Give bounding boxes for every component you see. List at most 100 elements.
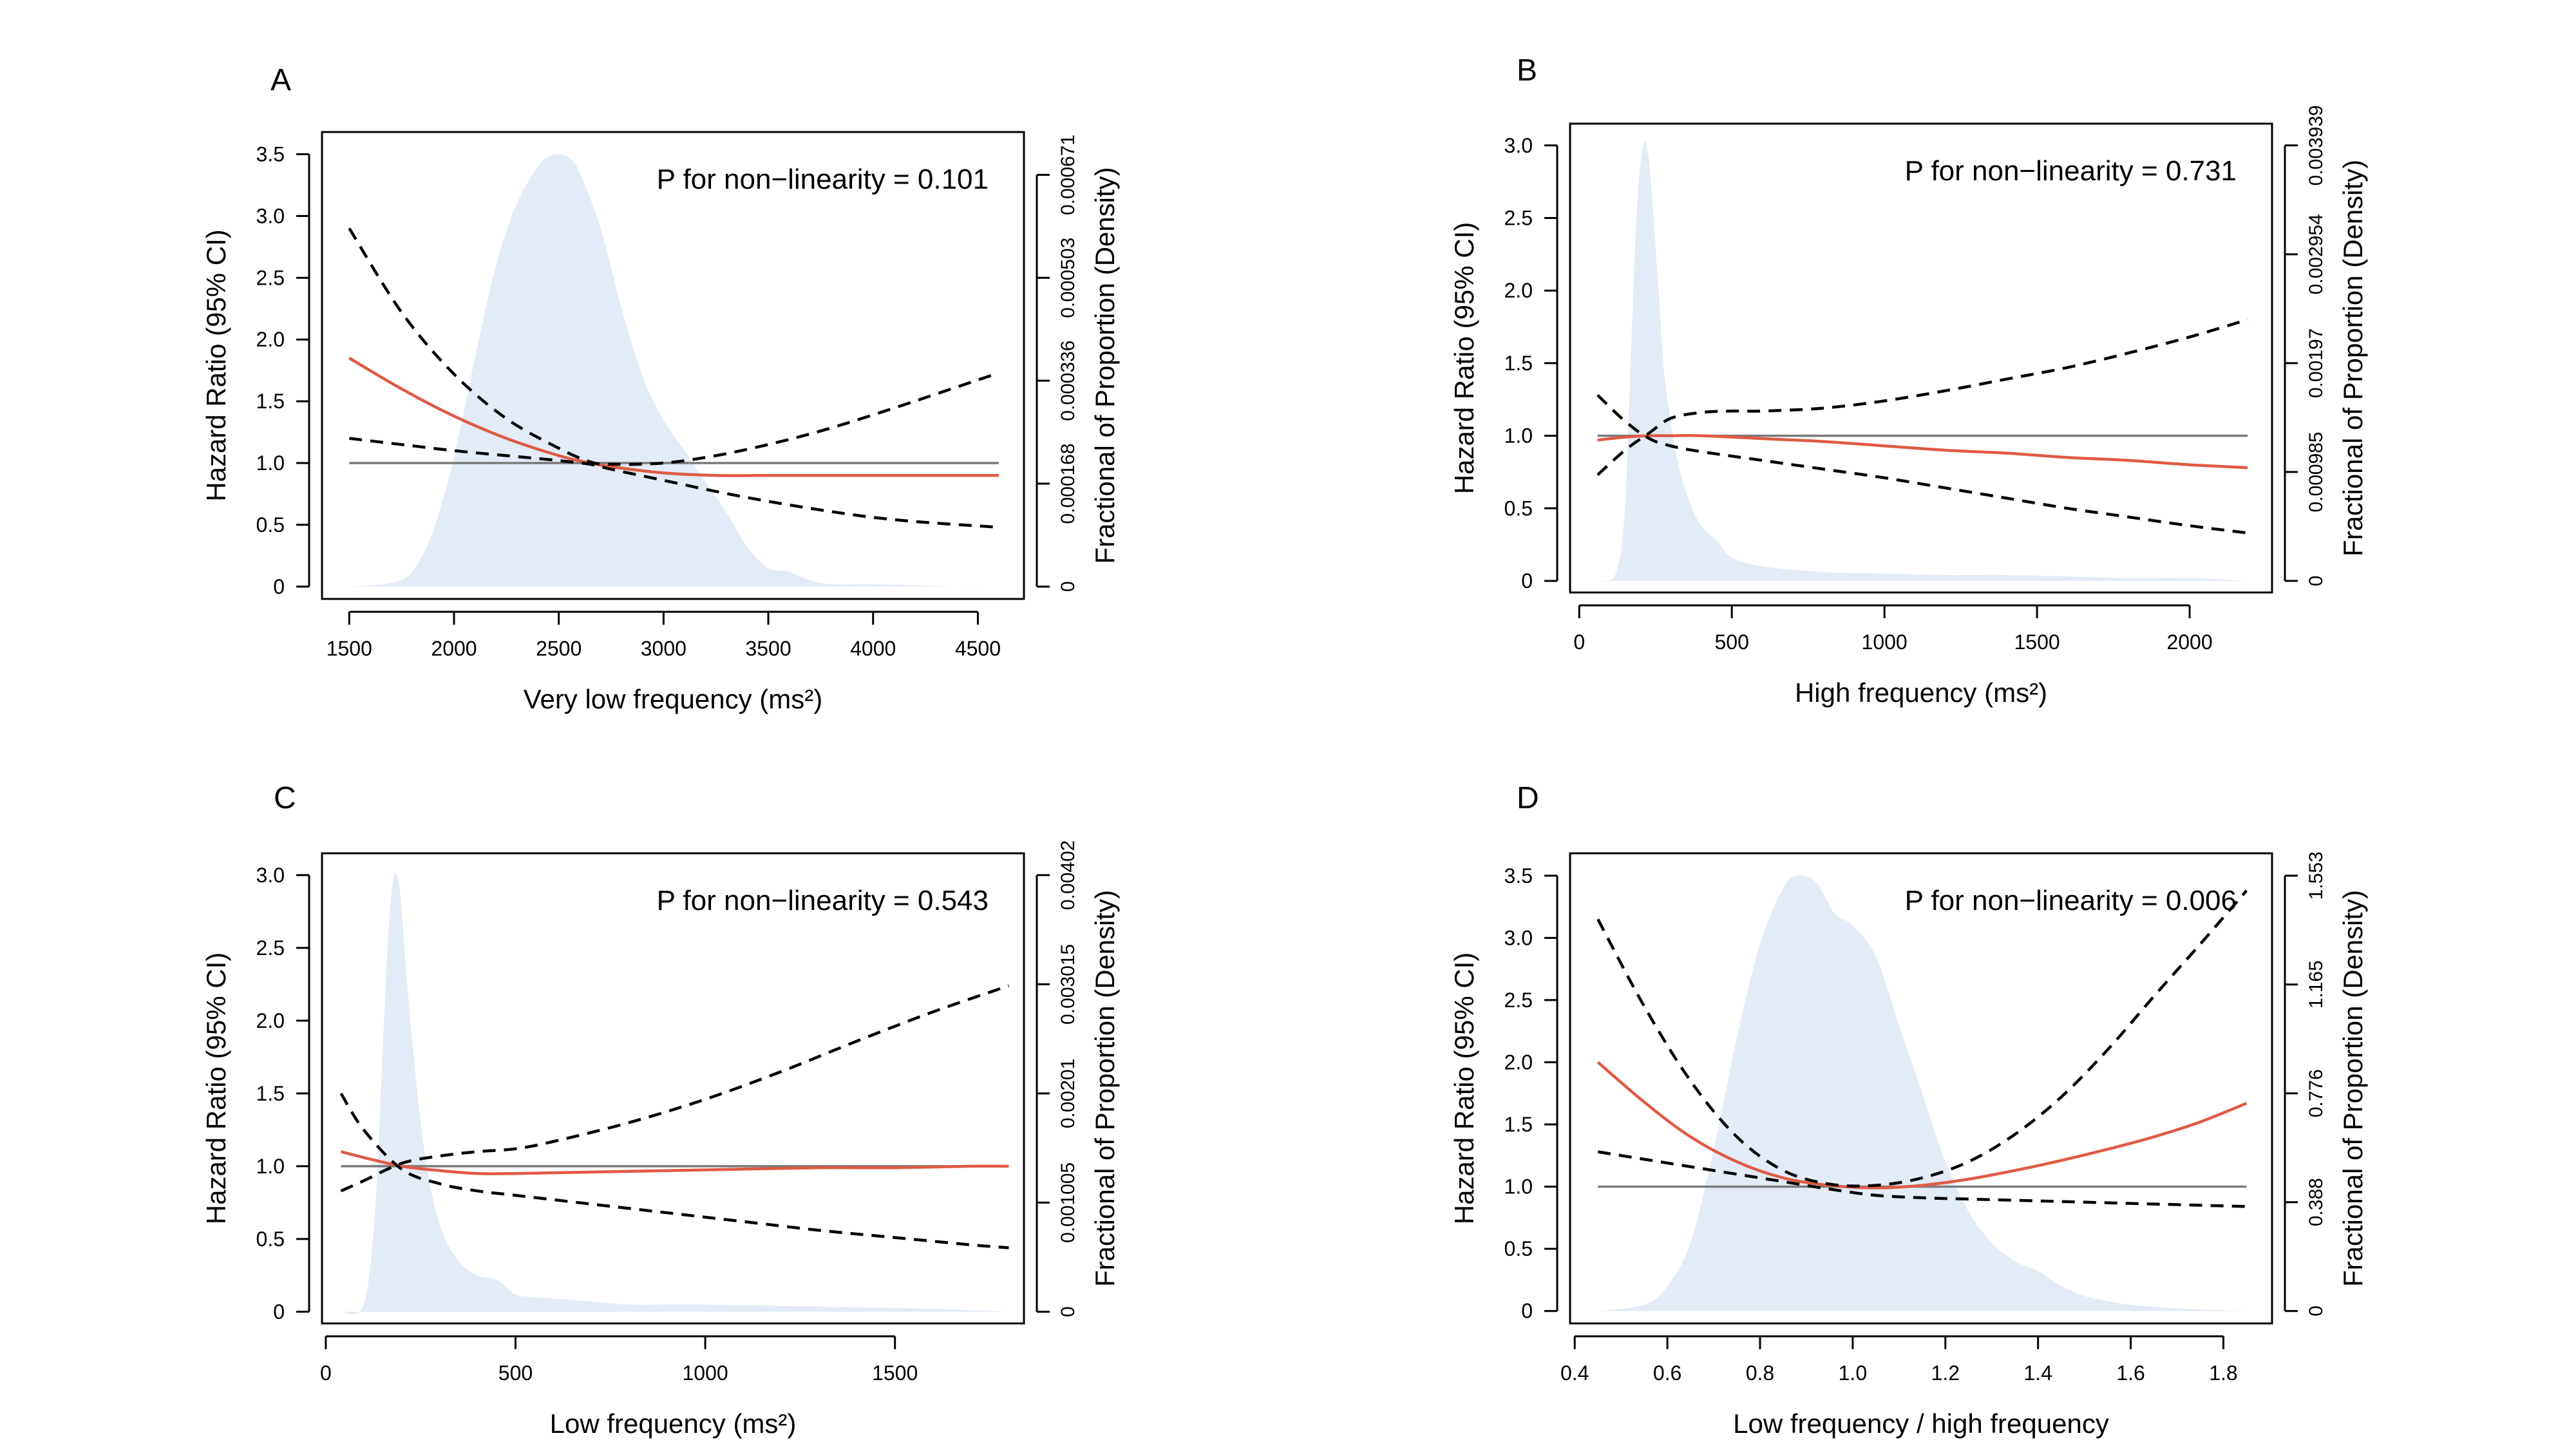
hazard-ratio-line <box>348 357 999 477</box>
upper-ci-line <box>1596 318 2248 477</box>
x-tick-label: 1.0 <box>1839 1361 1867 1385</box>
y-tick-label: 0 <box>273 1300 285 1323</box>
y-tick-label: 0.5 <box>1504 1237 1533 1260</box>
plot-frame <box>321 852 1025 1325</box>
density-area <box>1597 141 2248 582</box>
chart-panel-c: C P for non−linearity = 0.543 0 500 1000 1500… <box>201 781 1120 1439</box>
y-tick-label: 0 <box>1521 569 1533 592</box>
right-tick-label: 0 <box>2306 1305 2327 1316</box>
right-tick-label: 0.00197 <box>2306 328 2327 398</box>
right-tick-label: 0.00402 <box>1057 840 1079 910</box>
x-axis: 0 500 1000 1500 Low frequency (ms²) <box>320 1335 918 1439</box>
density-area <box>341 872 1009 1314</box>
y-tick-label: 3.0 <box>256 864 285 887</box>
right-tick-label: 0 <box>2306 576 2327 587</box>
density-area <box>349 154 999 587</box>
y-axis-title-left: Hazard Ratio (95% CI) <box>201 229 231 501</box>
x-tick-label: 4000 <box>850 637 896 660</box>
y-tick-label: 0 <box>273 575 285 598</box>
lower-ci-line <box>1596 393 2248 535</box>
right-tick-label: 1.165 <box>2306 960 2327 1009</box>
right-tick-label: 0.388 <box>2306 1178 2327 1226</box>
x-axis: 0.4 0.6 0.8 1.0 1.2 1.4 1.6 1.8 Low frequency / … <box>1560 1335 2238 1439</box>
y-axis-title-right: Fractional of Proportion (Density) <box>1090 890 1120 1287</box>
y-axis-left: 0 0.5 1.0 1.5 2.0 2.5 3.0 3.5 Hazard Ratio (95% … <box>201 143 310 598</box>
upper-ci-line <box>348 227 999 466</box>
y-axis-right: 0 0.000985 0.00197 0.002954 0.003939 Fraction… <box>2284 105 2368 587</box>
right-tick-label: 0.003939 <box>2306 105 2327 185</box>
right-tick-label: 0.003015 <box>1057 944 1079 1025</box>
plot-area <box>348 154 999 587</box>
y-axis-right: 0 0.000168 0.000336 0.000503 0.000671 Fractio… <box>1036 135 1120 592</box>
plot-frame <box>1569 122 2273 594</box>
y-tick-label: 2.0 <box>1504 1050 1533 1074</box>
x-tick-label: 1500 <box>872 1361 918 1385</box>
y-axis-left: 0 0.5 1.0 1.5 2.0 2.5 3.0 3.5 Hazard Ratio (95% … <box>1449 864 1558 1323</box>
x-tick-label: 0 <box>1573 630 1585 654</box>
y-axis-left: 0 0.5 1.0 1.5 2.0 2.5 3.0 Hazard Ratio (95% CI) <box>201 864 310 1323</box>
x-tick-label: 1500 <box>2014 630 2060 654</box>
hazard-ratio-line <box>1596 1061 2248 1189</box>
non-linearity-annotation: P for non−linearity = 0.543 <box>657 885 989 916</box>
non-linearity-annotation: P for non−linearity = 0.101 <box>657 164 989 195</box>
x-tick-label: 0 <box>320 1361 332 1385</box>
y-tick-label: 3.0 <box>1504 134 1533 157</box>
y-tick-label: 1.5 <box>256 1082 285 1105</box>
lower-ci-line <box>1597 1150 2247 1208</box>
y-tick-label: 0.5 <box>256 513 285 536</box>
hazard-ratio-line <box>340 1150 1009 1175</box>
right-tick-label: 0.00201 <box>1057 1059 1079 1128</box>
hazard-ratio-line <box>1597 433 2248 469</box>
y-tick-label: 1.0 <box>256 1155 285 1178</box>
right-tick-label: 0 <box>1057 1307 1079 1318</box>
x-axis-title: Low frequency (ms²) <box>550 1408 797 1439</box>
y-tick-label: 0.5 <box>256 1227 285 1251</box>
y-tick-label: 1.5 <box>1504 352 1533 375</box>
y-tick-label: 0.5 <box>1504 497 1533 520</box>
x-tick-label: 0.8 <box>1746 1361 1774 1385</box>
plot-frame <box>1569 852 2273 1325</box>
chart-panel-d: D P for non−linearity = 0.006 0.4 0.6 0.8 1.0… <box>1449 781 2368 1439</box>
y-tick-label: 2.5 <box>256 936 285 960</box>
panel-label: C <box>274 781 296 815</box>
x-tick-label: 3000 <box>641 637 687 660</box>
x-tick-label: 2500 <box>536 637 582 660</box>
lower-ci-line <box>349 437 999 529</box>
x-tick-label: 1000 <box>1862 630 1908 654</box>
right-tick-label: 0.000985 <box>2306 431 2327 512</box>
plot-area <box>1596 141 2248 582</box>
panel-label: B <box>1517 53 1537 88</box>
y-tick-label: 1.0 <box>256 451 285 475</box>
y-axis-title-right: Fractional of Proportion (Density) <box>1090 167 1120 564</box>
x-axis-title: Very low frequency (ms²) <box>524 684 822 714</box>
y-tick-label: 2.5 <box>1504 207 1533 230</box>
right-tick-label: 1.553 <box>2306 851 2327 900</box>
x-tick-label: 1.6 <box>2116 1361 2145 1385</box>
right-tick-label: 0 <box>1057 581 1079 592</box>
y-tick-label: 0 <box>1521 1300 1533 1323</box>
y-tick-label: 2.0 <box>256 1009 285 1032</box>
y-tick-label: 3.0 <box>1504 926 1533 949</box>
chart-panel-b: B P for non−linearity = 0.731 0 500 1000 1500… <box>1449 53 2368 708</box>
x-tick-label: 2000 <box>431 637 477 660</box>
y-tick-label: 2.5 <box>1504 989 1533 1012</box>
upper-ci-line <box>340 984 1010 1193</box>
x-tick-label: 4500 <box>955 637 1001 660</box>
y-tick-label: 2.0 <box>256 328 285 351</box>
right-tick-label: 0.002954 <box>2306 214 2327 294</box>
y-axis-right: 0 0.001005 0.00201 0.003015 0.00402 Fractiona… <box>1036 840 1120 1318</box>
x-axis: 1500 2000 2500 3000 3500 4000 4500 Very low fre… <box>327 611 1001 714</box>
x-tick-label: 500 <box>498 1361 533 1385</box>
right-tick-label: 0.776 <box>2306 1069 2327 1117</box>
x-axis-title: Low frequency / high frequency <box>1733 1408 2109 1439</box>
x-tick-label: 1.2 <box>1931 1361 1960 1385</box>
non-linearity-annotation: P for non−linearity = 0.006 <box>1905 885 2237 916</box>
x-tick-label: 3500 <box>745 637 791 660</box>
y-axis-title-left: Hazard Ratio (95% CI) <box>1449 952 1479 1224</box>
plot-area <box>339 872 1010 1314</box>
x-axis-title: High frequency (ms²) <box>1795 677 2047 708</box>
x-tick-label: 0.6 <box>1653 1361 1681 1385</box>
y-axis-right: 0 0.388 0.776 1.165 1.553 Fractional of Propo… <box>2284 851 2368 1316</box>
right-tick-label: 0.000503 <box>1057 238 1079 318</box>
